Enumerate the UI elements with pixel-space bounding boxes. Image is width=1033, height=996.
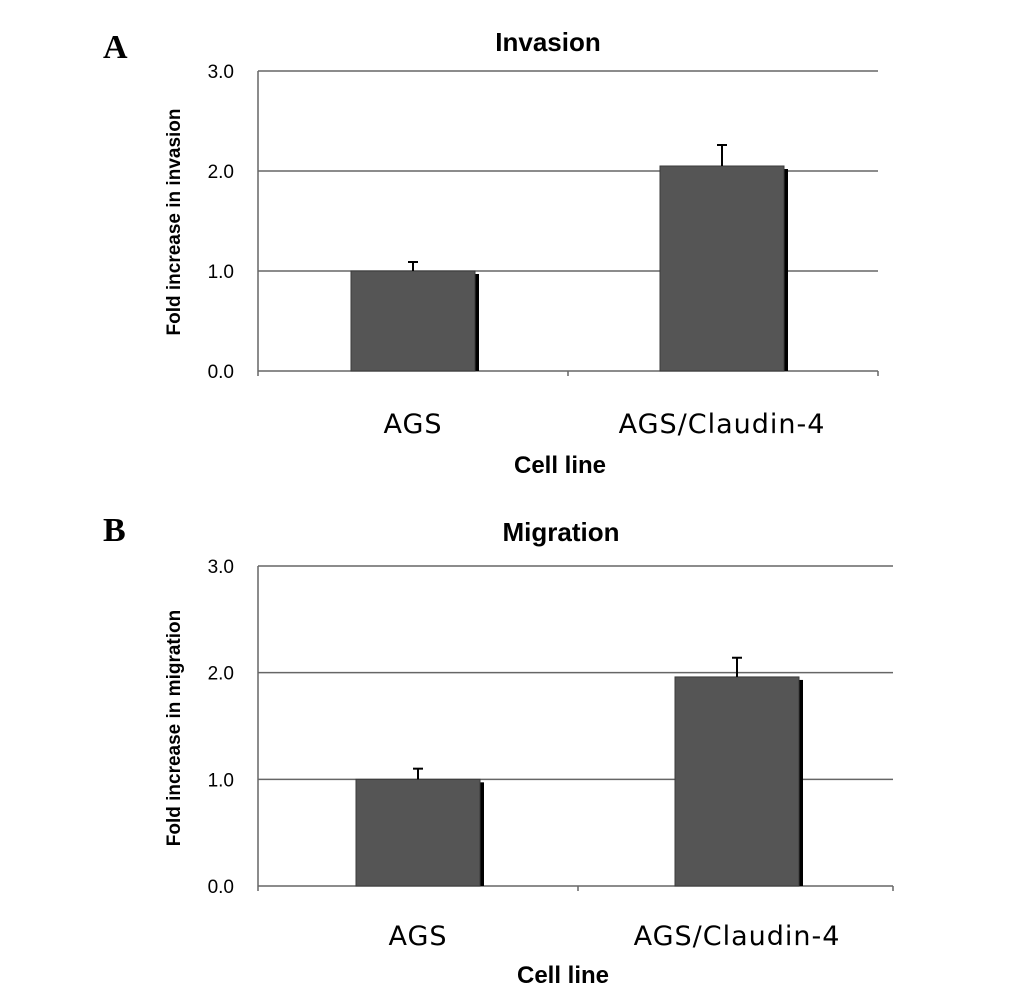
panel-letter-b: B [103,512,126,549]
category-labels: AGS AGS/Claudin-4 [388,921,841,952]
x-axis-label: Cell line [514,452,606,479]
y-axis-label: Fold increase in migration [164,610,185,847]
x-tick-label: AGS/Claudin-4 [634,921,841,952]
y-tick-label: 2.0 [208,162,234,183]
y-axis-label: Fold increase in invasion [164,108,185,335]
bar [355,778,481,887]
x-tick-label: AGS [383,409,442,440]
y-tick-label: 1.0 [208,262,234,283]
y-tick-label: 3.0 [208,62,234,83]
y-tick-label: 3.0 [208,557,234,578]
chart-panel-a: A Invasion 0.0 1.0 2.0 3.0 AGS AGS/Claudin-4… [103,27,879,479]
y-tick-label: 0.0 [208,362,234,383]
y-tick-label: 1.0 [208,770,234,791]
chart-title: Migration [503,517,620,547]
x-axis-label: Cell line [517,962,609,989]
x-tick-label: AGS [388,921,447,952]
category-labels: AGS AGS/Claudin-4 [383,409,826,440]
y-tick-label: 2.0 [208,664,234,685]
bars-layer [350,144,788,372]
chart-title: Invasion [495,27,600,57]
chart-panel-b: B Migration 0.0 1.0 2.0 3.0 AGS AGS/Claudin-… [103,512,894,989]
bars-layer [355,656,803,887]
bar [659,165,785,372]
ticks-layer: 0.0 1.0 2.0 3.0 [208,62,234,383]
bar [350,270,476,372]
panel-letter-a: A [103,29,128,66]
x-tick-label: AGS/Claudin-4 [619,409,826,440]
ticks-layer: 0.0 1.0 2.0 3.0 [208,557,234,898]
bar [674,676,800,887]
y-tick-label: 0.0 [208,877,234,898]
